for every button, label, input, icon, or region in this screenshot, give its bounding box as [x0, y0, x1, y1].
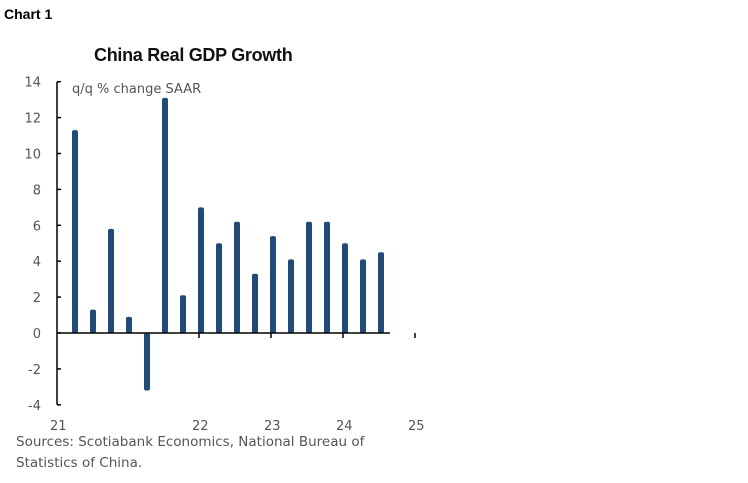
bar-2023Q4 — [252, 273, 258, 333]
bar-2022Q2 — [144, 333, 150, 391]
x-tick-label: 23 — [264, 419, 281, 434]
chart-label: Chart 1 — [4, 6, 53, 22]
y-axis-label: q/q % change SAAR — [72, 82, 201, 97]
bar-2022Q3 — [162, 97, 168, 333]
y-tick-label: 8 — [33, 183, 41, 198]
bar-2023Q1 — [198, 207, 204, 333]
bar-2021Q3 — [90, 309, 96, 333]
bar-2021Q4 — [108, 228, 114, 333]
y-tick-label: 12 — [24, 112, 41, 127]
y-tick-label: 10 — [24, 148, 41, 163]
bar-2023Q2 — [216, 243, 222, 333]
y-tick-label: 0 — [33, 327, 41, 342]
bar-2025Q1 — [342, 243, 348, 333]
y-tick-label: -2 — [28, 363, 41, 378]
bar-2025Q2 — [360, 259, 366, 333]
bar-2022Q1 — [126, 316, 132, 333]
y-tick-label: -4 — [28, 399, 41, 414]
y-tick-label: 6 — [33, 219, 41, 234]
source-note: Sources: Scotiabank Economics, National … — [16, 434, 365, 471]
x-tick-label: 21 — [50, 419, 67, 434]
bar-2024Q4 — [324, 221, 330, 333]
y-tick-label: 2 — [33, 291, 41, 306]
chart-title: China Real GDP Growth — [94, 45, 293, 65]
bar-2022Q4 — [180, 295, 186, 333]
x-tick-label: 25 — [408, 419, 425, 434]
x-tick-label: 24 — [336, 419, 353, 434]
bar-2024Q1 — [270, 236, 276, 333]
bar-2025Q3 — [378, 252, 384, 333]
y-tick-label: 14 — [24, 76, 41, 91]
bar-2024Q3 — [306, 221, 312, 333]
bar-2024Q2 — [288, 259, 294, 333]
y-tick-label: 4 — [33, 255, 41, 270]
bar-2021Q2 — [72, 130, 78, 333]
bar-2023Q3 — [234, 221, 240, 333]
x-tick-label: 22 — [192, 419, 209, 434]
